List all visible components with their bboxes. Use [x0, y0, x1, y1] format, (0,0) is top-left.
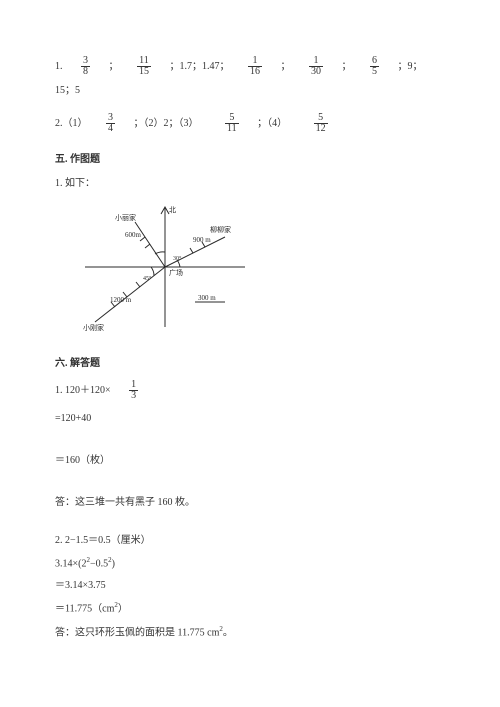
frac-3-4: 34	[106, 113, 115, 134]
label-300m: 300 m	[198, 294, 216, 302]
p2-line-c: ＝3.14×3.75	[55, 578, 445, 594]
frac-1-16: 116	[248, 56, 262, 77]
label-30deg: 30°	[173, 255, 182, 262]
label-900m: 900 m	[193, 236, 211, 244]
frac-5-12: 512	[314, 113, 328, 134]
p2-answer: 答：这只环形玉佩的面积是 11.775 cm2。	[55, 624, 445, 641]
frac-3-8: 38	[81, 56, 90, 77]
frac-11-15: 1115	[137, 56, 151, 77]
section-5-item: 1. 如下：	[55, 176, 445, 192]
p1-line-b: =120+40	[55, 411, 445, 427]
p1-line-c: ＝160（枚）	[55, 453, 445, 469]
p2-line-b: 3.14×(22−0.52)	[55, 555, 445, 572]
diagram-figure: 北 小丽家 柳柳家 广场 小刚家 600m 900 m 1200 m 300 m…	[65, 202, 445, 338]
label-1200m: 1200 m	[110, 296, 132, 304]
frac-5-11: 511	[225, 113, 239, 134]
frac-1-3: 13	[129, 380, 138, 401]
section-6-title: 六. 解答题	[55, 356, 445, 372]
p2-line-a: 2. 2−1.5＝0.5（厘米）	[55, 533, 445, 549]
label-45deg: 45°	[143, 275, 152, 282]
label-xiaogang: 小刚家	[83, 323, 104, 332]
frac-6-5: 65	[370, 56, 379, 77]
label-north: 北	[169, 206, 176, 214]
answer-line-1: 1. 38 ； 1115 ；1.7；1.47； 116 ； 130 ； 65 ；…	[55, 56, 445, 77]
answer-line-1b: 15；5	[55, 83, 445, 99]
label-xiaoli: 小丽家	[115, 213, 136, 222]
p2-line-d: ＝11.775（cm2）	[55, 600, 445, 617]
section-5-title: 五. 作图题	[55, 152, 445, 168]
frac-1-30: 130	[309, 56, 323, 77]
p1-answer: 答：这三堆一共有黑子 160 枚。	[55, 495, 445, 511]
q1-prefix: 1.	[55, 61, 63, 72]
label-plaza: 广场	[169, 268, 183, 277]
answer-line-2: 2.（1） 34 ；（2）2；（3） 511 ；（4） 512	[55, 113, 445, 134]
p1-line-a: 1. 120＋120× 13	[55, 380, 445, 401]
label-600m: 600m	[125, 231, 142, 239]
label-liuliu: 柳柳家	[210, 225, 231, 234]
